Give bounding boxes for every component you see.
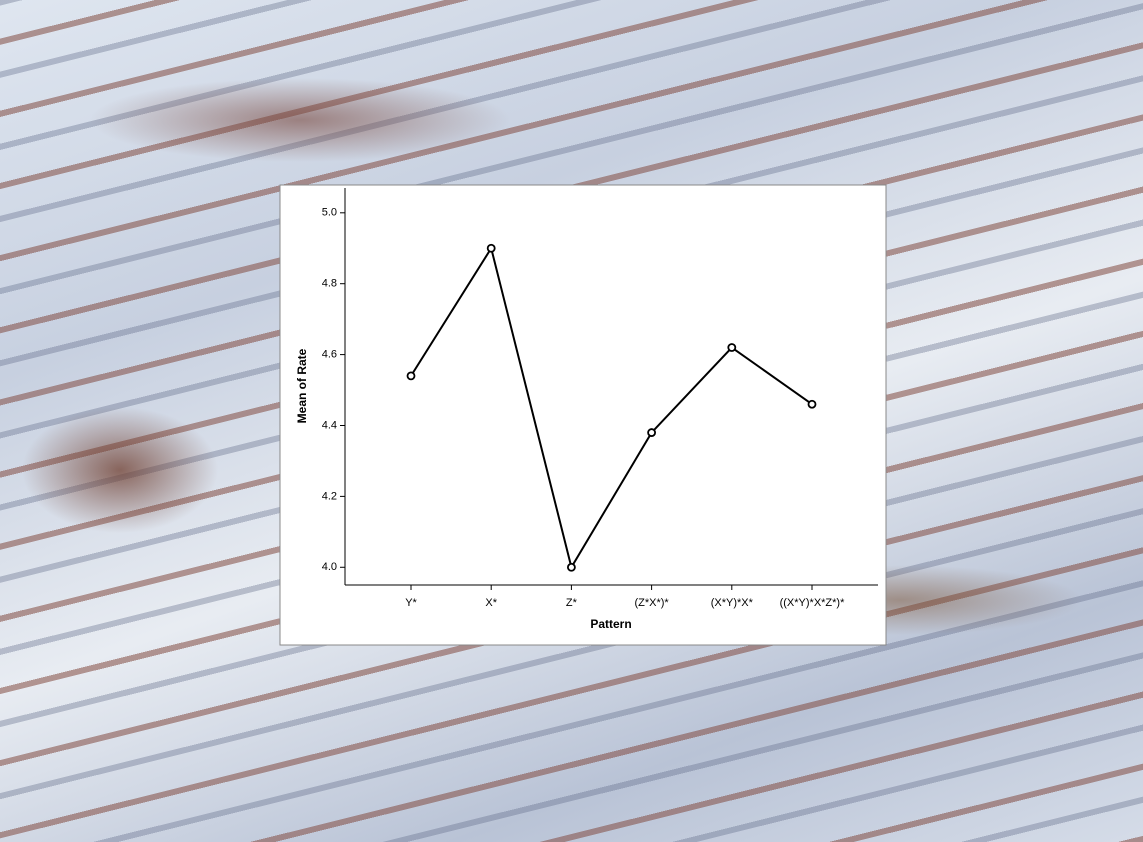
y-tick-label: 4.0 — [322, 561, 337, 573]
x-tick-label: Z* — [566, 597, 578, 609]
x-tick-label: ((X*Y)*X*Z*)* — [780, 597, 846, 609]
y-tick-label: 4.4 — [322, 419, 337, 431]
data-point — [807, 399, 817, 409]
x-axis-title: Pattern — [590, 617, 631, 631]
chart-panel — [279, 184, 887, 646]
data-line — [410, 245, 813, 570]
data-point — [567, 562, 576, 572]
y-tick-label: 4.6 — [322, 349, 337, 361]
y-tick-label: 4.8 — [322, 278, 337, 290]
y-axis-title: Mean of Rate — [295, 348, 309, 423]
data-point — [406, 371, 416, 381]
data-point — [727, 343, 737, 352]
x-tick-label: (Z*X*)* — [634, 597, 669, 609]
x-tick-label: X* — [485, 597, 497, 609]
x-tick-label: Y* — [405, 597, 417, 609]
y-tick-label: 4.2 — [322, 490, 337, 502]
x-tick-label: (X*Y)*X* — [711, 597, 754, 609]
y-tick-label: 5.0 — [322, 207, 337, 219]
data-point — [647, 428, 656, 437]
data-point — [486, 243, 496, 253]
